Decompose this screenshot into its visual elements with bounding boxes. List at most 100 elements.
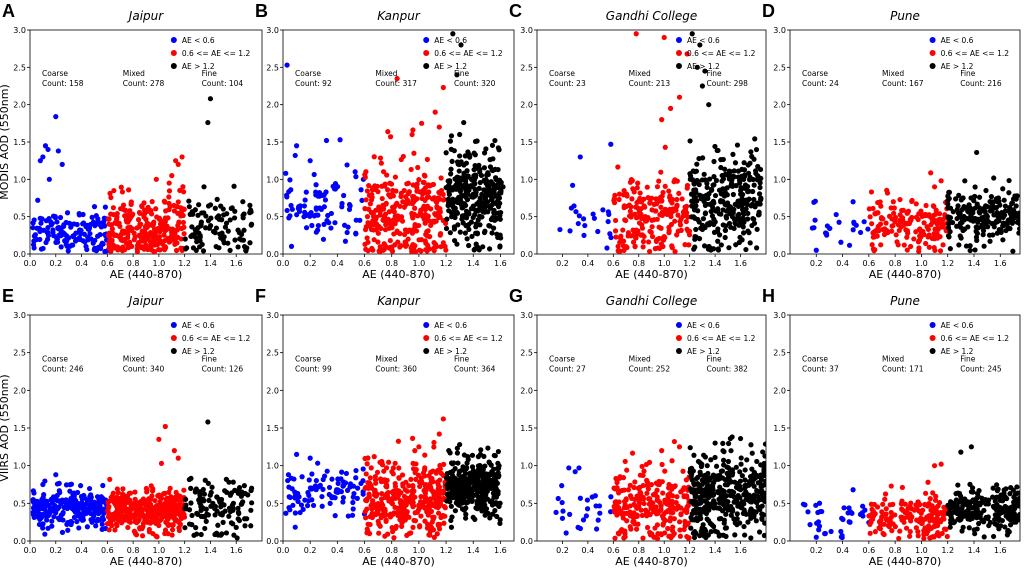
data-point [205,419,211,425]
data-point [240,499,246,505]
data-point [463,511,469,517]
data-point [746,230,752,236]
data-point [186,198,192,204]
x-tick-label: 1.2 [440,259,453,268]
data-point [737,180,743,186]
data-point [100,482,106,489]
data-point [678,505,684,511]
data-point [684,182,691,189]
data-point [302,497,308,503]
data-point [597,510,603,516]
data-point [387,134,394,140]
data-point [80,238,86,244]
data-point [459,216,465,222]
class-name: Fine [454,355,470,364]
x-tick-label: 0.8 [385,259,398,268]
y-tick-label: 0.5 [13,213,26,222]
data-point [659,117,665,123]
data-point [99,526,105,532]
legend-label: AE < 0.6 [182,36,215,45]
legend-label: 0.6 <= AE <= 1.2 [687,49,756,58]
data-point [892,214,899,221]
data-point [171,448,177,454]
legend-marker [170,37,177,43]
data-point [945,197,951,204]
data-point [629,450,636,456]
data-point [960,195,966,201]
class-count: Count: 278 [123,79,165,88]
data-point [344,162,350,168]
data-point [177,513,183,519]
data-point [645,486,651,492]
data-point [921,220,927,226]
data-point [483,146,489,152]
data-point [418,513,424,519]
data-point [635,521,641,527]
data-point [713,208,719,214]
y-tick-label: 2.0 [773,101,786,110]
data-point [726,488,732,494]
data-point [157,247,163,253]
data-point [118,184,124,190]
data-point [450,31,456,37]
data-point [961,216,968,222]
data-point [478,447,484,453]
y-tick-label: 1.5 [13,138,26,147]
data-point [225,228,231,234]
y-tick-label: 1.0 [266,462,279,471]
data-point [704,500,710,506]
data-point [448,524,455,530]
data-point [133,506,139,512]
scatter-points [30,419,255,541]
y-tick-label: 2.5 [266,349,279,358]
data-point [640,472,646,479]
data-point [403,497,409,503]
data-point [489,201,495,208]
data-point [720,501,726,507]
data-point [37,158,43,164]
data-point [498,209,504,216]
data-point [83,243,89,250]
data-point [898,514,904,520]
series-1 [611,31,693,254]
data-point [740,230,747,236]
data-point [702,531,708,537]
data-point [434,531,440,537]
data-point [382,227,389,233]
data-point [461,172,467,178]
data-point [696,236,703,242]
data-point [207,223,214,229]
y-tick-label: 2.0 [13,386,26,395]
data-point [991,212,997,218]
data-point [218,504,224,510]
data-point [461,507,467,513]
data-point [158,503,165,509]
data-point [720,440,726,446]
data-point [148,241,154,247]
data-point [665,507,671,514]
x-tick-label: 1.4 [467,546,480,555]
data-point [376,530,382,536]
data-point [744,216,751,222]
data-point [248,487,254,494]
legend-marker [675,322,682,328]
data-point [491,452,497,459]
data-point [918,515,924,521]
class-count: Count: 364 [454,365,496,374]
data-point [424,248,430,254]
x-tick-label: 0.4 [582,259,595,268]
data-point [921,535,927,541]
data-point [699,83,705,89]
x-tick-label: 0.4 [331,546,344,555]
data-point [947,246,953,252]
data-point [472,516,478,522]
data-point [413,228,420,234]
y-tick-label: 2.0 [266,386,279,395]
data-point [132,489,138,495]
data-point [339,200,345,207]
class-count: Count: 23 [549,79,586,88]
data-point [870,234,876,240]
data-point [631,189,637,195]
data-point [761,471,766,478]
data-point [200,248,207,254]
